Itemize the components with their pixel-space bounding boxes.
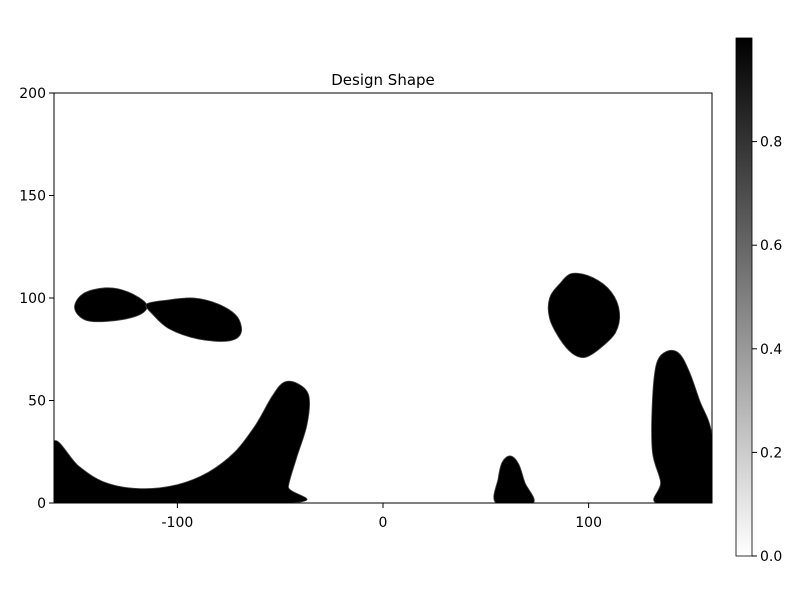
region-bottom-center-spike bbox=[493, 455, 535, 503]
region-right-blob bbox=[547, 272, 621, 359]
region-left-lobe-large bbox=[145, 297, 242, 342]
colorbar bbox=[735, 37, 753, 557]
colorbar-tick-label: 0.6 bbox=[760, 238, 782, 254]
x-axis: -100 0 100 bbox=[161, 503, 602, 531]
y-tick-label: 200 bbox=[19, 86, 46, 102]
colorbar-axis: 0.0 0.2 0.4 0.6 0.8 bbox=[752, 135, 782, 565]
colorbar-tick-label: 0.2 bbox=[760, 445, 782, 461]
heatmap-regions bbox=[54, 272, 712, 503]
y-tick-label: 100 bbox=[19, 291, 46, 307]
colorbar-tick-label: 0.0 bbox=[760, 549, 782, 565]
region-bottom-left-arc bbox=[54, 380, 310, 503]
region-right-edge-spike bbox=[651, 349, 712, 503]
x-tick-label: 100 bbox=[575, 515, 602, 531]
colorbar-tick-label: 0.4 bbox=[760, 342, 782, 358]
y-tick-label: 50 bbox=[28, 394, 46, 410]
y-tick-label: 0 bbox=[37, 496, 46, 512]
x-tick-label: -100 bbox=[161, 515, 193, 531]
y-tick-label: 150 bbox=[19, 189, 46, 205]
chart-title: Design Shape bbox=[331, 71, 435, 89]
colorbar-tick-label: 0.8 bbox=[760, 135, 782, 151]
x-tick-label: 0 bbox=[379, 515, 388, 531]
y-axis: 0 50 100 150 200 bbox=[19, 86, 54, 512]
